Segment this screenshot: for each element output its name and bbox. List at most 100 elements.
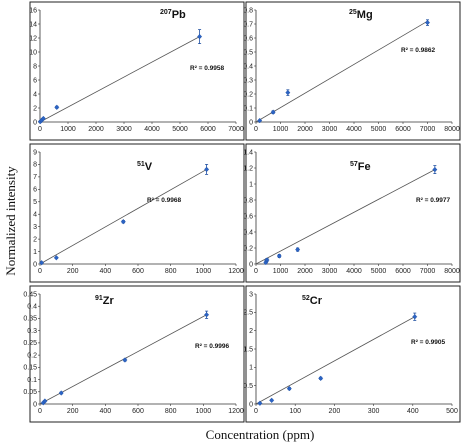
x-tick-label: 5000 [371, 268, 387, 275]
data-point [286, 385, 292, 392]
y-tick-label: 1 [33, 249, 37, 256]
element-symbol: Zr [103, 295, 115, 307]
y-tick-label: 12 [29, 35, 37, 42]
x-tick-label: 8000 [444, 126, 460, 133]
x-tick-label: 0 [38, 126, 42, 133]
panel-51V: 0 1 2 3 4 5 6 7 8 9 0 200 400 600 800 1000 1200 51V R² = 0… [29, 143, 245, 283]
y-tick-label: 0 [249, 119, 253, 126]
x-tick-label: 8000 [444, 268, 460, 275]
element-symbol: Pb [172, 9, 186, 21]
y-tick-label: 0.6 [243, 35, 253, 42]
isotope-mass: 52 [302, 295, 310, 302]
y-tick-label: 6 [33, 187, 37, 194]
data-point [270, 109, 276, 115]
y-tick-label: 4 [33, 91, 37, 98]
y-tick-label: 0.35 [23, 316, 37, 323]
x-tick-label: 1200 [228, 408, 244, 415]
data-point [122, 357, 128, 363]
data-point [285, 89, 291, 96]
panel-25Mg: 0 0.1 0.2 0.3 0.4 0.5 0.6 0.7 0.8 0 1000 2000 3000 40… [243, 1, 461, 141]
x-tick-label: 100 [289, 408, 301, 415]
y-tick-label: 0.7 [243, 21, 253, 28]
data-point [257, 117, 263, 124]
y-tick-label: 7 [33, 174, 37, 181]
data-point [204, 166, 210, 173]
y-tick-label: 1 [249, 365, 253, 372]
y-tick-label: 0.5 [243, 49, 253, 56]
x-tick-label: 3000 [322, 268, 338, 275]
data-point [204, 312, 210, 318]
y-tick-label: 0 [33, 119, 37, 126]
x-tick-label: 400 [99, 408, 111, 415]
panel-91Zr: 0 0.05 0.1 0.15 0.2 0.25 0.3 0.35 0.4 0.45 0 200 400… [23, 285, 245, 423]
element-symbol: Cr [310, 295, 323, 307]
y-tick-label: 0.4 [27, 304, 37, 311]
fit-line [39, 36, 200, 123]
data-point [40, 115, 46, 122]
x-tick-label: 800 [165, 268, 177, 275]
y-tick-label: 0 [33, 261, 37, 268]
x-tick-label: 1000 [60, 126, 76, 133]
isotope-mass: 51 [137, 161, 145, 168]
x-tick-label: 1000 [273, 268, 289, 275]
x-tick-label: 800 [165, 408, 177, 415]
element-label: 91Zr [95, 295, 115, 307]
element-symbol: Fe [358, 161, 371, 173]
x-tick-label: 3000 [322, 126, 338, 133]
y-tick-label: 0.2 [27, 352, 37, 359]
x-tick-label: 1000 [196, 408, 212, 415]
element-symbol: V [145, 161, 153, 173]
x-tick-label: 0 [254, 408, 258, 415]
fit-line [255, 20, 428, 123]
y-tick-label: 0.3 [243, 77, 253, 84]
y-tick-label: 0.4 [243, 229, 253, 236]
x-tick-label: 200 [329, 408, 341, 415]
fit-line [255, 316, 415, 405]
x-tick-label: 1200 [228, 268, 244, 275]
y-tick-label: 2 [249, 328, 253, 335]
x-tick-label: 0 [254, 268, 258, 275]
data-point [264, 257, 270, 263]
x-tick-label: 6000 [395, 126, 411, 133]
x-tick-label: 5000 [371, 126, 387, 133]
y-axis-label: Normalized intensity [3, 166, 18, 276]
data-point [295, 246, 301, 253]
y-tick-label: 0.45 [23, 291, 37, 298]
y-tick-label: 0.1 [243, 105, 253, 112]
panel-52Cr: 0 0.5 1 1.5 2 2.5 3 0 100 200 300 400 500 52Cr R² = 0.… [243, 285, 461, 423]
y-tick-label: 1.5 [243, 346, 253, 353]
y-tick-label: 14 [29, 21, 37, 28]
y-tick-label: 0.8 [243, 7, 253, 14]
x-tick-label: 5000 [172, 126, 188, 133]
y-tick-label: 1.2 [243, 165, 253, 172]
x-tick-label: 2000 [297, 268, 313, 275]
data-point [412, 314, 418, 320]
panel-frame [245, 1, 461, 141]
x-tick-label: 4000 [346, 126, 362, 133]
y-tick-label: 2.5 [243, 310, 253, 317]
y-tick-label: 0.05 [23, 389, 37, 396]
r-squared-label: R² = 0.9977 [416, 197, 451, 204]
r-squared-label: R² = 0.9968 [147, 197, 182, 204]
x-tick-label: 600 [132, 268, 144, 275]
data-point [120, 218, 126, 225]
isotope-mass: 57 [350, 161, 358, 168]
x-tick-label: 0 [38, 408, 42, 415]
y-tick-label: 5 [33, 199, 37, 206]
data-point [425, 19, 430, 26]
y-tick-label: 2 [33, 105, 37, 112]
y-tick-label: 1.4 [243, 149, 253, 156]
y-tick-label: 3 [249, 291, 253, 298]
y-tick-label: 0.6 [243, 213, 253, 220]
x-tick-label: 0 [254, 126, 258, 133]
data-point [432, 166, 438, 173]
y-tick-label: 4 [33, 212, 37, 219]
y-tick-label: 3 [33, 224, 37, 231]
y-tick-label: 0 [249, 401, 253, 408]
element-label: 57Fe [350, 161, 371, 173]
isotope-mass: 25 [349, 9, 357, 16]
element-label: 51V [137, 161, 153, 173]
y-tick-label: 10 [29, 49, 37, 56]
panel-frame [245, 285, 461, 423]
